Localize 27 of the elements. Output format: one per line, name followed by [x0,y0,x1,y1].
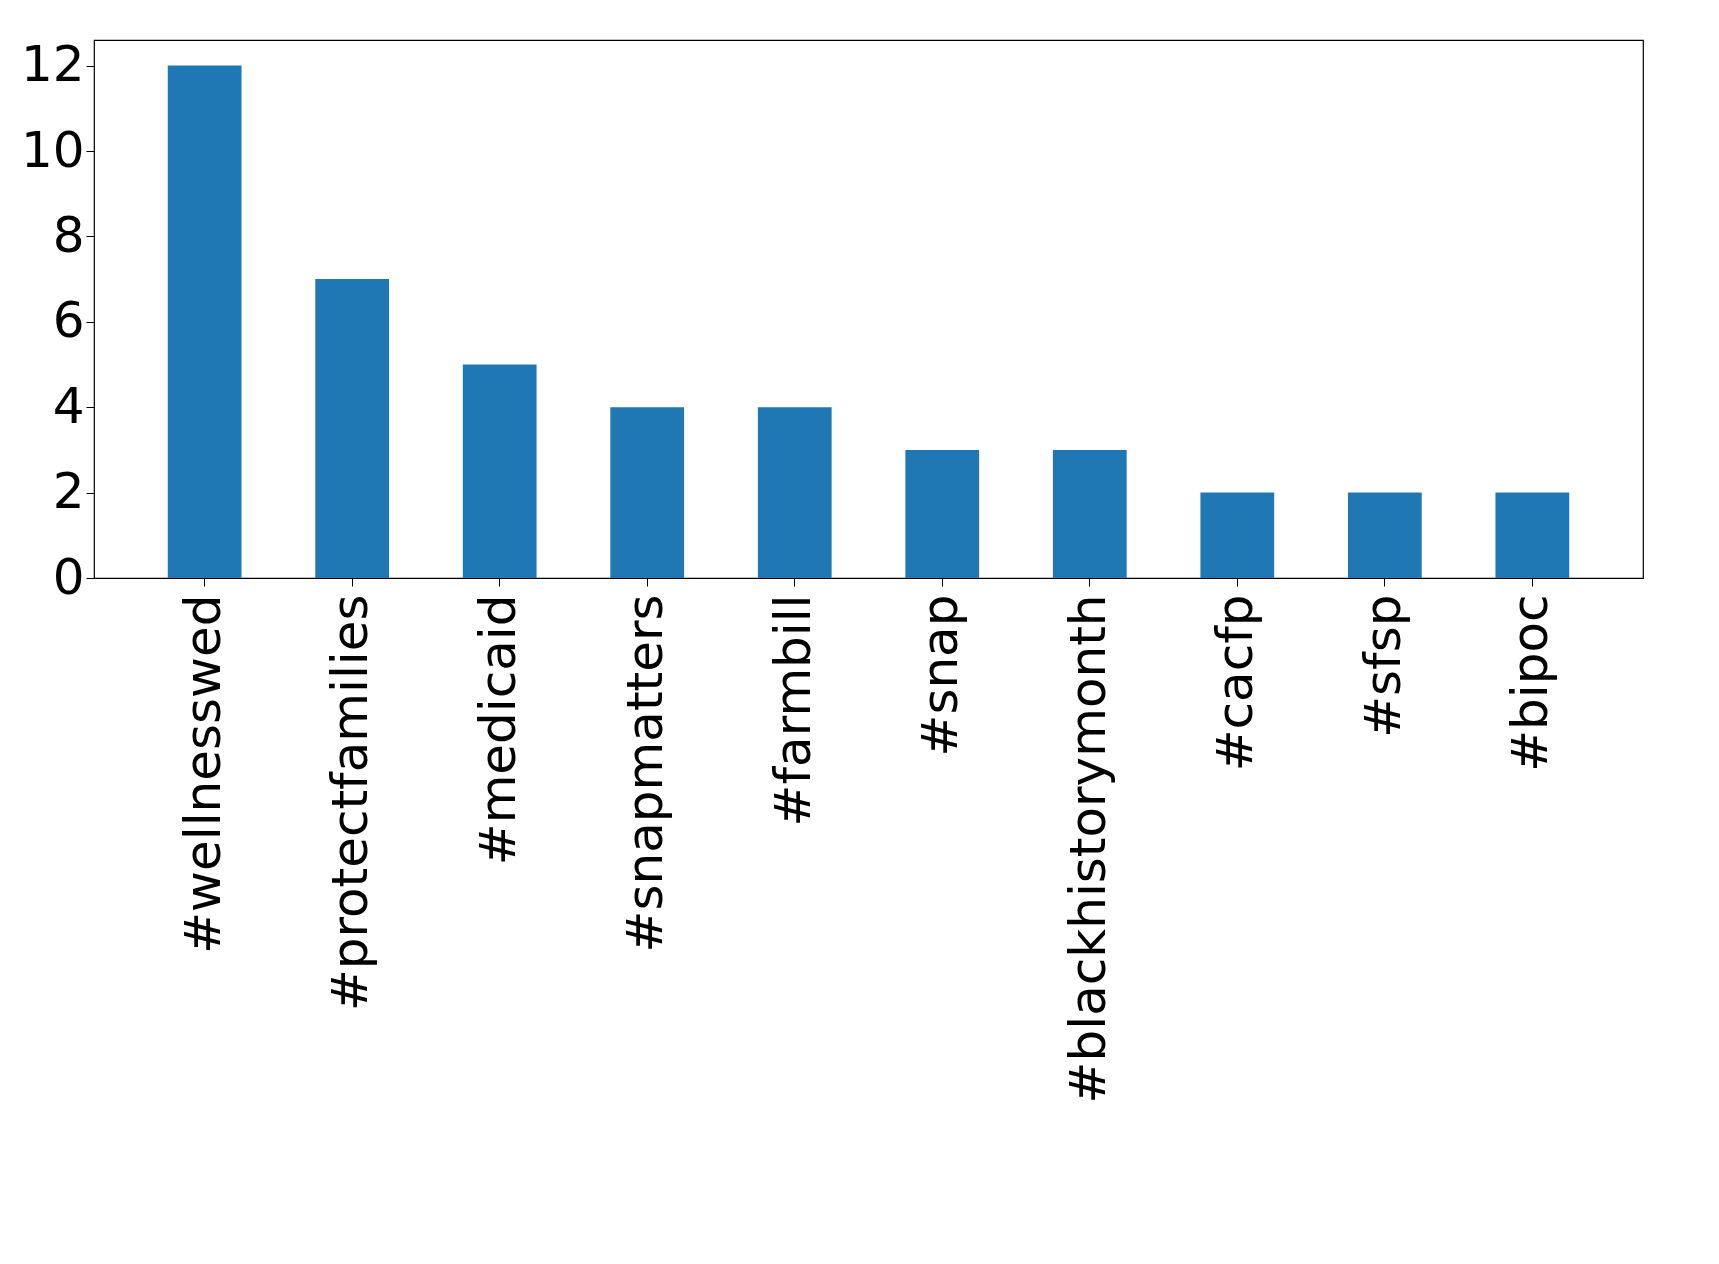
y-tick-label: 10 [20,120,85,179]
bar [167,65,242,578]
x-tick-label: #blackhistorymonth [1058,594,1117,1104]
y-tick-label: 6 [52,291,85,350]
y-tick-label: 2 [52,462,85,521]
bar [1347,492,1422,578]
x-tick-label: #farmbill [763,594,822,827]
x-tick-label: #medicaid [468,594,527,866]
bar [610,407,685,578]
x-tick-label: #bipoc [1501,594,1560,772]
bar [1495,492,1570,578]
y-tick-label: 8 [52,205,85,264]
bar [1052,449,1127,578]
y-tick-label: 4 [52,376,85,435]
x-tick-label: #wellnesswed [173,594,232,954]
bar [905,449,980,578]
bar [757,407,832,578]
x-tick-label: #snap [911,594,970,757]
x-tick-label: #snapmatters [616,594,675,953]
y-tick-label: 0 [52,547,85,606]
bar [1200,492,1275,578]
bar [315,279,390,578]
x-tick-label: #sfsp [1353,594,1412,738]
bar [462,364,537,578]
y-tick-label: 12 [20,35,85,94]
x-tick-label: #cacfp [1206,594,1265,772]
x-tick-label: #protectfamilies [321,594,380,1012]
